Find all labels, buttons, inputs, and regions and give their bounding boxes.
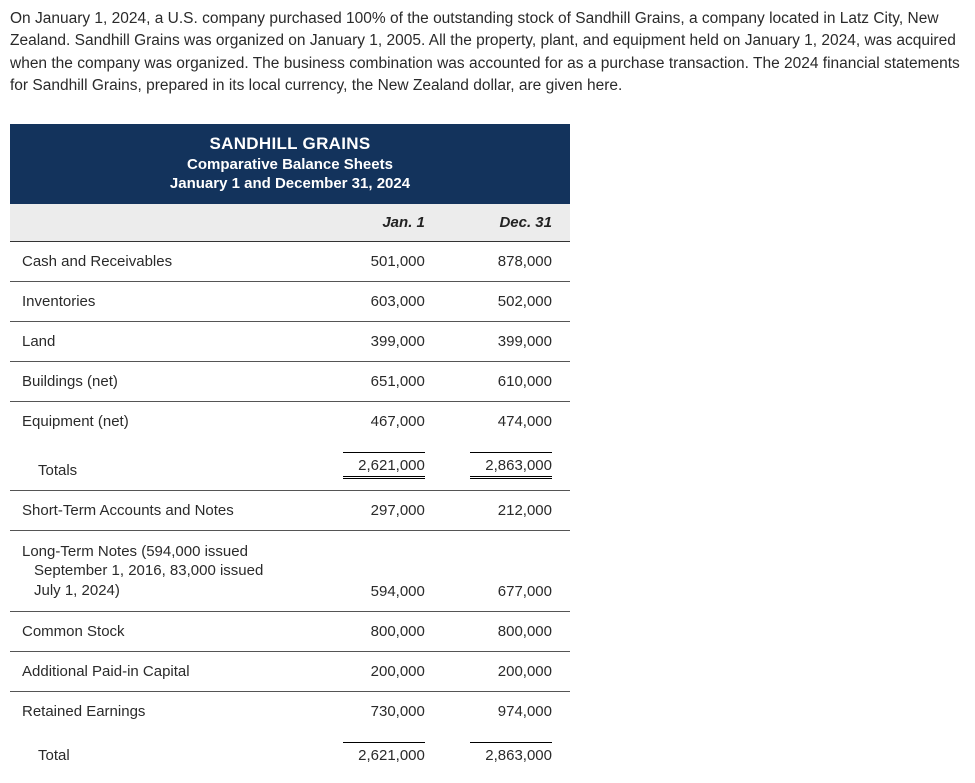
- cell-jan1: 297,000: [316, 490, 443, 530]
- cell-label: Long-Term Notes (594,000 issued Septembe…: [10, 530, 316, 612]
- cell-dec31: 878,000: [443, 241, 570, 281]
- row-long-term-notes: Long-Term Notes (594,000 issued Septembe…: [10, 530, 570, 612]
- cell-label: Total: [10, 731, 316, 775]
- cell-dec31: 2,863,000: [443, 731, 570, 775]
- cell-jan1: 603,000: [316, 281, 443, 321]
- balance-sheet-table: SANDHILL GRAINS Comparative Balance Shee…: [10, 124, 570, 776]
- cell-label: Cash and Receivables: [10, 241, 316, 281]
- cell-label: Inventories: [10, 281, 316, 321]
- cell-label: Land: [10, 321, 316, 361]
- cell-jan1: 800,000: [316, 612, 443, 652]
- cell-dec31: 200,000: [443, 652, 570, 692]
- cell-label: Buildings (net): [10, 361, 316, 401]
- cell-dec31: 610,000: [443, 361, 570, 401]
- cell-label: Retained Earnings: [10, 692, 316, 732]
- title-period: January 1 and December 31, 2024: [18, 175, 562, 192]
- title-company: SANDHILL GRAINS: [18, 134, 562, 154]
- row-buildings: Buildings (net) 651,000 610,000: [10, 361, 570, 401]
- column-header-row: Jan. 1 Dec. 31: [10, 204, 570, 242]
- cell-dec31: 677,000: [443, 530, 570, 612]
- col-jan1: Jan. 1: [316, 204, 443, 242]
- cell-jan1: 200,000: [316, 652, 443, 692]
- title-statement: Comparative Balance Sheets: [18, 156, 562, 173]
- cell-jan1: 467,000: [316, 401, 443, 441]
- lt-label-line2: September 1, 2016, 83,000 issued: [22, 561, 298, 581]
- cell-label: Equipment (net): [10, 401, 316, 441]
- row-total-liab-equity: Total 2,621,000 2,863,000: [10, 731, 570, 775]
- cell-dec31: 2,863,000: [443, 441, 570, 491]
- row-retained-earnings: Retained Earnings 730,000 974,000: [10, 692, 570, 732]
- comparative-balance-sheet: Jan. 1 Dec. 31 Cash and Receivables 501,…: [10, 204, 570, 776]
- row-cash-receivables: Cash and Receivables 501,000 878,000: [10, 241, 570, 281]
- cell-label: Common Stock: [10, 612, 316, 652]
- row-additional-paid-in-capital: Additional Paid-in Capital 200,000 200,0…: [10, 652, 570, 692]
- col-dec31: Dec. 31: [443, 204, 570, 242]
- table-title-block: SANDHILL GRAINS Comparative Balance Shee…: [10, 124, 570, 204]
- cell-jan1: 730,000: [316, 692, 443, 732]
- row-totals-assets: Totals 2,621,000 2,863,000: [10, 441, 570, 491]
- cell-dec31: 974,000: [443, 692, 570, 732]
- cell-jan1: 399,000: [316, 321, 443, 361]
- cell-dec31: 212,000: [443, 490, 570, 530]
- cell-label: Additional Paid-in Capital: [10, 652, 316, 692]
- cell-dec31: 502,000: [443, 281, 570, 321]
- row-common-stock: Common Stock 800,000 800,000: [10, 612, 570, 652]
- row-inventories: Inventories 603,000 502,000: [10, 281, 570, 321]
- cell-label: Totals: [10, 441, 316, 491]
- cell-jan1: 594,000: [316, 530, 443, 612]
- row-land: Land 399,000 399,000: [10, 321, 570, 361]
- cell-jan1: 501,000: [316, 241, 443, 281]
- intro-paragraph: On January 1, 2024, a U.S. company purch…: [10, 8, 965, 98]
- lt-label-line1: Long-Term Notes (594,000 issued: [22, 543, 248, 560]
- row-equipment: Equipment (net) 467,000 474,000: [10, 401, 570, 441]
- cell-jan1: 2,621,000: [316, 441, 443, 491]
- col-blank: [10, 204, 316, 242]
- lt-label-line3: July 1, 2024): [22, 581, 298, 601]
- cell-jan1: 651,000: [316, 361, 443, 401]
- cell-dec31: 800,000: [443, 612, 570, 652]
- cell-jan1: 2,621,000: [316, 731, 443, 775]
- row-short-term-notes: Short-Term Accounts and Notes 297,000 21…: [10, 490, 570, 530]
- cell-dec31: 399,000: [443, 321, 570, 361]
- cell-label: Short-Term Accounts and Notes: [10, 490, 316, 530]
- cell-dec31: 474,000: [443, 401, 570, 441]
